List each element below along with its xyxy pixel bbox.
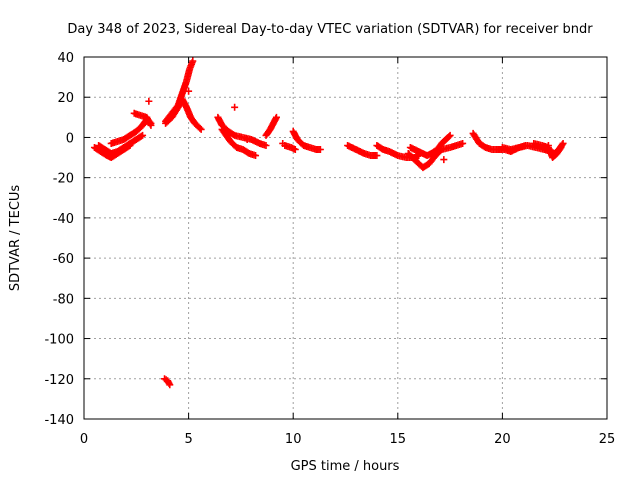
x-tick-label: 20 — [494, 432, 511, 447]
data-point — [459, 139, 467, 147]
y-tick-label: -120 — [44, 373, 74, 388]
data-point — [189, 57, 197, 65]
data-point — [291, 146, 299, 154]
data-point — [252, 152, 260, 160]
data-point — [196, 124, 204, 132]
y-tick-label: -140 — [44, 413, 74, 428]
data-point — [272, 113, 280, 121]
x-tick-label: 10 — [285, 432, 302, 447]
data-point — [446, 131, 454, 139]
data-point — [185, 87, 193, 95]
y-tick-label: -100 — [44, 333, 74, 348]
x-tick-label: 0 — [80, 432, 88, 447]
y-tick-label: -60 — [53, 252, 74, 267]
y-tick-label: -20 — [53, 172, 74, 187]
data-point — [445, 132, 453, 140]
data-point — [166, 381, 174, 389]
x-tick-label: 25 — [599, 432, 616, 447]
data-point — [137, 132, 145, 140]
data-point — [139, 131, 147, 139]
x-tick-label: 15 — [390, 432, 407, 447]
data-point — [197, 125, 205, 133]
data-point — [544, 141, 552, 149]
data-point — [316, 146, 324, 154]
data-point — [559, 139, 567, 147]
data-series-sdtvar — [90, 57, 567, 389]
data-point — [440, 156, 448, 164]
data-point — [145, 97, 153, 105]
data-point — [262, 141, 270, 149]
data-point — [147, 121, 155, 129]
y-tick-label: 0 — [66, 131, 74, 146]
axis-ticks: 0 5 10 15 20 25 40 20 0 -20 -40 -60 -80 -100 -120 -140 — [44, 51, 615, 447]
y-axis-label: SDTVAR / TECUs — [8, 185, 23, 292]
y-tick-label: -80 — [53, 292, 74, 307]
y-tick-label: 20 — [57, 91, 74, 106]
data-point — [557, 144, 565, 151]
x-axis-label: GPS time / hours — [291, 459, 400, 474]
data-point — [556, 145, 564, 153]
data-point — [373, 152, 381, 160]
x-tick-label: 5 — [184, 432, 192, 447]
data-point — [231, 103, 239, 111]
data-point — [279, 139, 287, 147]
data-point — [243, 135, 251, 143]
y-tick-label: -40 — [53, 212, 74, 227]
y-tick-label: 40 — [57, 51, 74, 66]
chart-title: Day 348 of 2023, Sidereal Day-to-day VTE… — [67, 22, 593, 37]
plot-frame — [83, 56, 608, 420]
grid — [84, 57, 607, 419]
